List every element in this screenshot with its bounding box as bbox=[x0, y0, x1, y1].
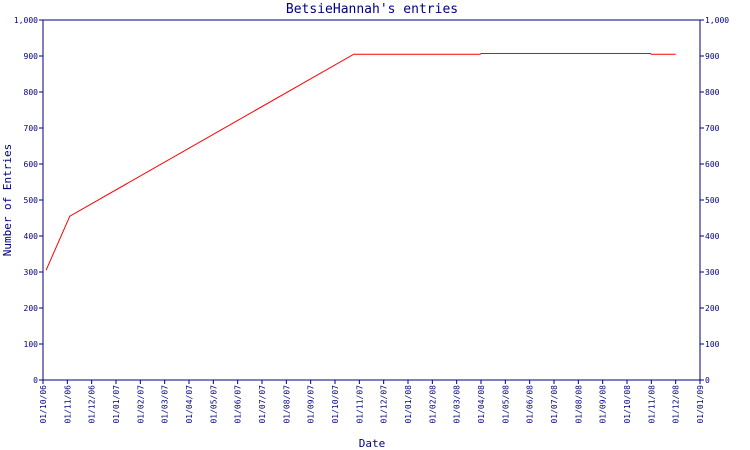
plot-border bbox=[42, 19, 701, 381]
y-tick-label-right: 100 bbox=[705, 340, 720, 349]
x-tick-label: 01/12/08 bbox=[672, 385, 681, 424]
x-tick-label: 01/09/08 bbox=[599, 385, 608, 424]
chart-title: BetsieHannah's entries bbox=[286, 2, 458, 17]
y-tick-label-right: 900 bbox=[705, 52, 720, 61]
x-tick-label: 01/10/08 bbox=[623, 385, 632, 424]
y-tick-label-right: 800 bbox=[705, 88, 720, 97]
x-tick-label: 01/10/07 bbox=[331, 385, 340, 424]
y-axis-title: Number of Entries bbox=[1, 144, 14, 257]
y-tick-label-left: 400 bbox=[24, 232, 39, 241]
x-tick-label: 01/12/06 bbox=[88, 385, 97, 424]
x-tick-label: 01/07/08 bbox=[550, 385, 559, 424]
y-tick-label-left: 600 bbox=[24, 160, 39, 169]
x-tick-label: 01/10/06 bbox=[39, 385, 48, 424]
y-tick-label-right: 500 bbox=[705, 196, 720, 205]
x-axis: 01/10/06 01/11/06 01/12/06 01/01/07 01/02/07… bbox=[39, 380, 705, 424]
x-tick-label: 01/08/07 bbox=[282, 385, 291, 424]
y-tick-label-left: 700 bbox=[24, 124, 39, 133]
x-tick-label: 01/12/07 bbox=[380, 385, 389, 424]
y-axis-left: 0 100 200 300 400 500 600 700 800 900 1,000 bbox=[14, 16, 43, 385]
y-tick-label-right: 1,000 bbox=[705, 16, 729, 25]
x-tick-label: 01/04/08 bbox=[477, 385, 486, 424]
y-tick-label-right: 400 bbox=[705, 232, 720, 241]
x-tick-label: 01/03/07 bbox=[161, 385, 170, 424]
y-tick-label-right: 300 bbox=[705, 268, 720, 277]
y-tick-label-left: 1,000 bbox=[14, 16, 38, 25]
y-tick-label-left: 900 bbox=[24, 52, 39, 61]
x-tick-label: 01/11/08 bbox=[647, 385, 656, 424]
y-tick-label-right: 600 bbox=[705, 160, 720, 169]
y-axis-right: 0 100 200 300 400 500 600 700 800 900 1,000 bbox=[700, 16, 729, 385]
y-tick-label-right: 700 bbox=[705, 124, 720, 133]
x-tick-label: 01/01/07 bbox=[112, 385, 121, 424]
x-tick-label: 01/05/08 bbox=[501, 385, 510, 424]
x-tick-label: 01/02/07 bbox=[136, 385, 145, 424]
x-tick-label: 01/09/07 bbox=[307, 385, 316, 424]
x-tick-label: 01/01/08 bbox=[404, 385, 413, 424]
x-tick-label: 01/08/08 bbox=[574, 385, 583, 424]
y-tick-label-left: 800 bbox=[24, 88, 39, 97]
series-layer bbox=[45, 53, 676, 271]
x-axis-title: Date bbox=[359, 437, 386, 450]
x-tick-label: 01/11/06 bbox=[63, 385, 72, 424]
y-tick-label-left: 0 bbox=[33, 376, 38, 385]
y-tick-label-right: 0 bbox=[705, 376, 710, 385]
plot-frame bbox=[42, 19, 701, 381]
x-tick-label: 01/06/07 bbox=[234, 385, 243, 424]
x-tick-label: 01/02/08 bbox=[428, 385, 437, 424]
x-tick-label: 01/05/07 bbox=[209, 385, 218, 424]
entries-series-line bbox=[45, 53, 676, 271]
x-tick-label: 01/06/08 bbox=[526, 385, 535, 424]
y-tick-label-left: 100 bbox=[24, 340, 39, 349]
x-tick-label: 01/11/07 bbox=[355, 385, 364, 424]
y-tick-label-left: 200 bbox=[24, 304, 39, 313]
x-tick-label: 01/07/07 bbox=[258, 385, 267, 424]
y-tick-label-left: 300 bbox=[24, 268, 39, 277]
y-tick-label-left: 500 bbox=[24, 196, 39, 205]
y-tick-label-right: 200 bbox=[705, 304, 720, 313]
x-tick-label: 01/03/08 bbox=[453, 385, 462, 424]
x-tick-label: 01/04/07 bbox=[185, 385, 194, 424]
x-tick-label: 01/01/09 bbox=[696, 385, 705, 424]
